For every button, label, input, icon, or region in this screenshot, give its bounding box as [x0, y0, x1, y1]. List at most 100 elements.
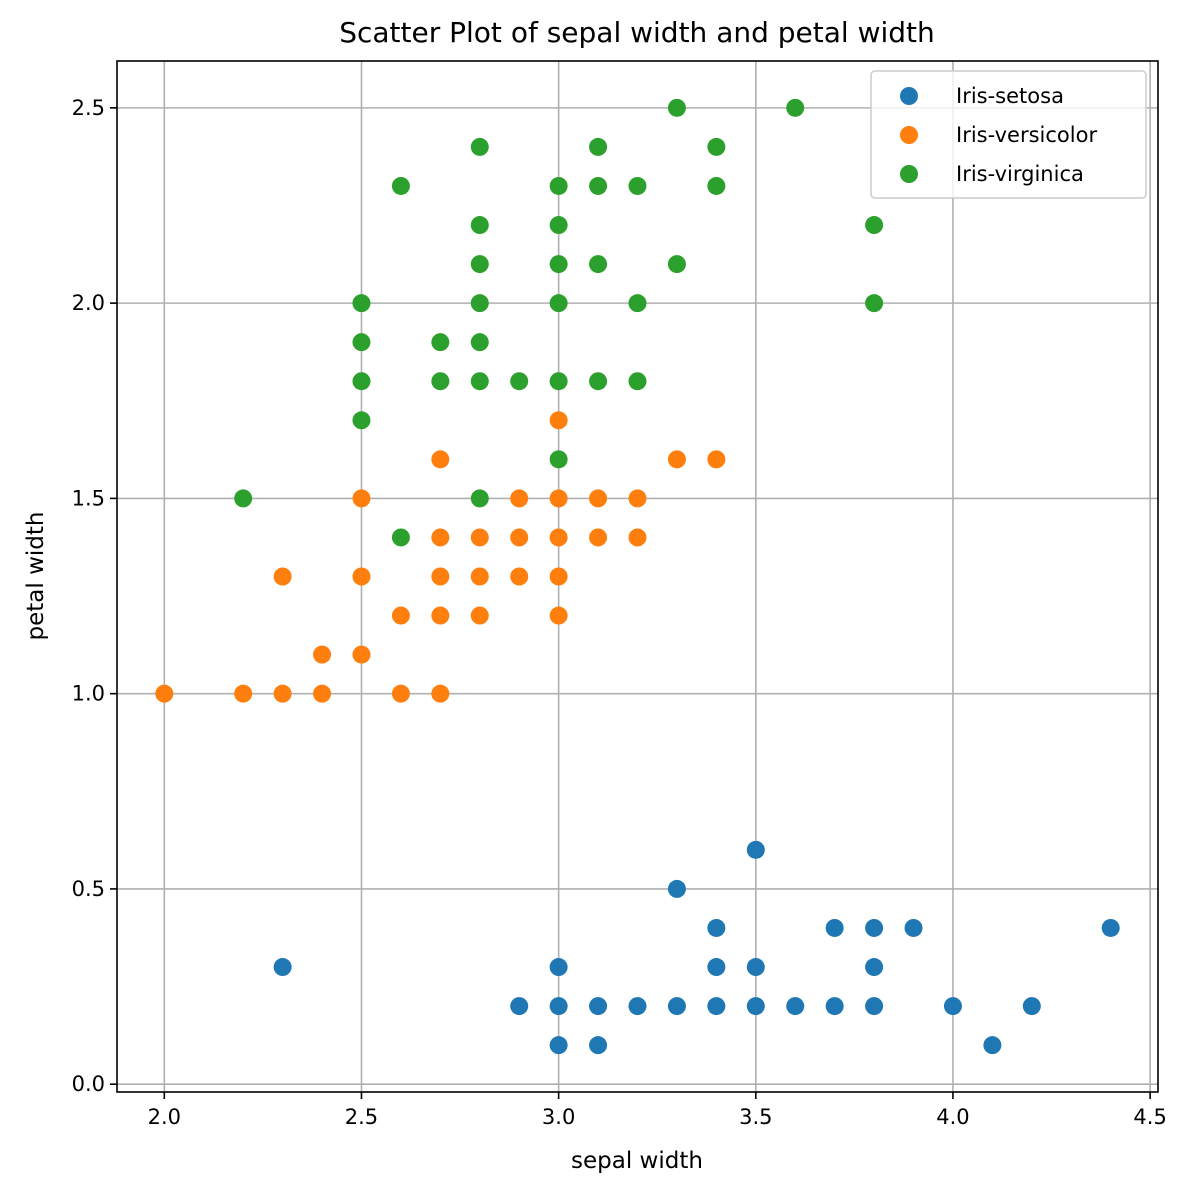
data-point-iris-virginica	[707, 137, 726, 156]
data-point-iris-setosa	[825, 918, 844, 937]
data-point-iris-versicolor	[352, 489, 371, 508]
data-point-iris-versicolor	[234, 684, 253, 703]
legend-label: Iris-virginica	[956, 162, 1084, 186]
y-tick-label: 1.0	[72, 682, 105, 706]
series-iris-virginica	[234, 98, 884, 547]
legend-label: Iris-setosa	[956, 84, 1064, 108]
data-point-iris-versicolor	[510, 489, 529, 508]
series-iris-versicolor	[155, 411, 726, 703]
data-point-iris-setosa	[746, 840, 765, 859]
data-point-iris-setosa	[825, 997, 844, 1016]
legend-marker	[900, 87, 918, 105]
data-point-iris-versicolor	[313, 684, 332, 703]
data-point-iris-versicolor	[273, 567, 292, 586]
data-point-iris-virginica	[352, 411, 371, 430]
data-point-iris-setosa	[707, 958, 726, 977]
data-point-iris-virginica	[667, 98, 686, 117]
data-point-iris-versicolor	[549, 411, 568, 430]
data-point-iris-versicolor	[667, 450, 686, 469]
data-point-iris-virginica	[470, 216, 489, 235]
data-point-iris-versicolor	[549, 489, 568, 508]
data-point-iris-versicolor	[391, 606, 410, 625]
data-point-iris-virginica	[628, 294, 647, 313]
data-point-iris-setosa	[549, 997, 568, 1016]
data-point-iris-setosa	[746, 997, 765, 1016]
data-point-iris-setosa	[549, 958, 568, 977]
data-point-iris-versicolor	[470, 606, 489, 625]
legend-marker	[900, 165, 918, 183]
data-point-iris-setosa	[667, 879, 686, 898]
data-point-iris-setosa	[510, 997, 529, 1016]
data-point-iris-virginica	[589, 137, 608, 156]
x-axis-label: sepal width	[571, 1148, 703, 1174]
legend-marker	[900, 126, 918, 144]
data-point-iris-versicolor	[431, 528, 450, 547]
data-point-iris-versicolor	[352, 645, 371, 664]
data-point-iris-setosa	[273, 958, 292, 977]
data-point-iris-virginica	[510, 372, 529, 391]
data-point-iris-versicolor	[707, 450, 726, 469]
data-point-iris-virginica	[470, 255, 489, 274]
data-point-iris-versicolor	[155, 684, 174, 703]
data-point-iris-virginica	[549, 294, 568, 313]
data-point-iris-versicolor	[470, 567, 489, 586]
data-point-iris-versicolor	[313, 645, 332, 664]
x-tick-label: 2.5	[345, 1105, 378, 1129]
data-point-iris-virginica	[470, 333, 489, 352]
data-point-iris-versicolor	[510, 528, 529, 547]
data-point-iris-setosa	[1022, 997, 1041, 1016]
series-iris-setosa	[273, 840, 1120, 1055]
y-tick-label: 1.5	[72, 486, 105, 510]
data-point-iris-versicolor	[391, 684, 410, 703]
data-point-iris-virginica	[707, 176, 726, 195]
data-point-iris-setosa	[865, 918, 884, 937]
legend-box	[870, 70, 1147, 199]
data-point-iris-virginica	[391, 528, 410, 547]
data-point-iris-virginica	[470, 372, 489, 391]
plot-frame	[116, 60, 1159, 1093]
data-point-iris-setosa	[865, 997, 884, 1016]
y-tick-label: 0.0	[72, 1072, 105, 1096]
data-point-iris-virginica	[589, 255, 608, 274]
data-point-iris-virginica	[549, 216, 568, 235]
data-point-iris-setosa	[786, 997, 805, 1016]
data-point-iris-virginica	[431, 333, 450, 352]
data-point-iris-virginica	[549, 450, 568, 469]
data-point-iris-virginica	[865, 294, 884, 313]
y-axis-label: petal width	[23, 512, 49, 641]
data-point-iris-virginica	[589, 176, 608, 195]
x-tick-label: 2.0	[148, 1105, 181, 1129]
data-point-iris-versicolor	[549, 567, 568, 586]
data-point-iris-virginica	[352, 333, 371, 352]
data-point-iris-setosa	[589, 1036, 608, 1055]
y-tick-label: 0.5	[72, 877, 105, 901]
data-point-iris-setosa	[549, 1036, 568, 1055]
data-point-iris-virginica	[549, 372, 568, 391]
data-point-iris-virginica	[628, 176, 647, 195]
data-point-iris-versicolor	[352, 567, 371, 586]
data-point-iris-setosa	[589, 997, 608, 1016]
data-point-iris-virginica	[352, 294, 371, 313]
data-point-iris-setosa	[983, 1036, 1002, 1055]
chart-title: Scatter Plot of sepal width and petal wi…	[339, 16, 935, 49]
data-point-iris-virginica	[431, 372, 450, 391]
x-tick-label: 4.5	[1133, 1105, 1166, 1129]
data-point-iris-versicolor	[273, 684, 292, 703]
data-points	[155, 98, 1120, 1055]
y-axis-ticks: 0.0 0.5 1.0 1.5 2.0 2.5	[72, 96, 117, 1096]
x-tick-label: 3.0	[542, 1105, 575, 1129]
data-point-iris-setosa	[746, 958, 765, 977]
data-point-iris-versicolor	[431, 450, 450, 469]
data-point-iris-setosa	[628, 997, 647, 1016]
data-point-iris-versicolor	[431, 567, 450, 586]
data-point-iris-virginica	[549, 176, 568, 195]
data-point-iris-virginica	[391, 176, 410, 195]
x-tick-label: 4.0	[936, 1105, 969, 1129]
data-point-iris-setosa	[865, 958, 884, 977]
data-point-iris-versicolor	[549, 528, 568, 547]
data-point-iris-setosa	[707, 918, 726, 937]
data-point-iris-versicolor	[431, 606, 450, 625]
data-point-iris-virginica	[786, 98, 805, 117]
legend: Iris-setosa Iris-versicolor Iris-virginica	[870, 70, 1147, 199]
